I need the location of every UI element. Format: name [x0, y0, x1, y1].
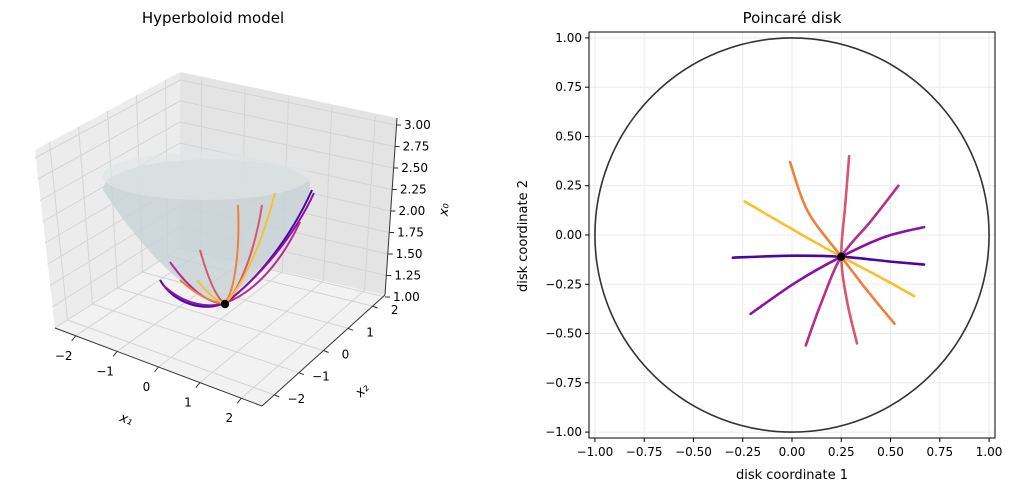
grid-line-x2 [117, 287, 324, 351]
x1-tick-label: 0 [143, 380, 151, 394]
x0-axis-line [384, 117, 398, 296]
x0-tick-label: 3.00 [404, 118, 431, 132]
hyperboloid-plot: Hyperboloid model −2−1012−2−10121.001.25… [34, 9, 453, 429]
x2-axis-label: x₂ [352, 381, 372, 401]
x2-tick-mark [298, 372, 305, 376]
x0-tick-label: 1.50 [396, 247, 423, 261]
x0-tick-label: 1.75 [397, 226, 424, 240]
poincare-ytick-label: 1.00 [555, 31, 582, 45]
x2-tick-label: 2 [391, 303, 399, 317]
poincare-boundary-circle [594, 37, 990, 433]
x2-tick-label: −1 [312, 370, 330, 384]
poincare-geodesic-2 [749, 225, 926, 316]
x0-axis-label: x₀ [436, 202, 452, 218]
x1-tick-mark [195, 382, 201, 388]
poincare-xtick-label: −0.75 [626, 445, 663, 459]
poincare-xtick-label: 1.00 [976, 445, 1003, 459]
poincare-ytick-label: 0.75 [555, 80, 582, 94]
x0-tick-label: 2.75 [403, 140, 430, 154]
poincare-base-point [837, 252, 846, 261]
pane-floor [55, 248, 385, 406]
poincare-xtick-label: 0.00 [779, 445, 806, 459]
poincare-grid [589, 32, 995, 438]
x2-tick-mark [372, 305, 378, 309]
poincare-ytick-label: 0.00 [555, 228, 582, 242]
x1-axis-label: x₁ [117, 410, 135, 429]
poincare-plot: Poincaré disk −1.00−1.00−0.75−0.75−0.50−… [516, 9, 1002, 483]
poincare-ytick-label: −0.50 [545, 327, 582, 341]
grid-line-vertical [364, 115, 376, 291]
poincare-xtick-label: 0.25 [828, 445, 855, 459]
x2-tick-label: −2 [287, 392, 305, 406]
x2-tick-mark [323, 350, 329, 353]
x2-tick-label: 1 [366, 325, 374, 339]
geodesic-3d-2 [162, 192, 315, 307]
x0-tick-label: 2.50 [401, 161, 428, 175]
x0-tick-label: 2.00 [399, 204, 426, 218]
poincare-ticks: −1.00 −1.00 −0.75 −0.75 −0.50 −0.50 −0.25 −0.25… [545, 31, 1002, 459]
grid-line-x2 [67, 319, 275, 396]
x1-tick-mark [154, 366, 159, 373]
x1-tick-mark [112, 351, 118, 357]
poincare-ytick-label: −1.00 [545, 425, 582, 439]
poincare-xtick-label: 0.50 [877, 445, 904, 459]
x0-tick-label: 2.25 [400, 183, 427, 197]
poincare-ylabel: disk coordinate 2 [516, 180, 531, 292]
poincare-xtick-label: −0.50 [675, 445, 712, 459]
poincare-ytick-label: −0.25 [545, 277, 582, 291]
poincare-geodesics [731, 154, 926, 347]
grid-line-x2 [142, 271, 349, 329]
poincare-xtick-label: −0.25 [724, 445, 761, 459]
poincare-ytick-label: 0.25 [555, 179, 582, 193]
x2-tick-mark [347, 327, 354, 331]
grid-3d [34, 79, 397, 399]
x1-tick-label: 1 [184, 396, 192, 410]
poincare-ytick-label: 0.50 [555, 129, 582, 143]
x1-tick-mark [236, 397, 242, 404]
x1-tick-label: −1 [96, 364, 114, 378]
x0-tick-label: 1.00 [393, 290, 420, 304]
pane-back-left [35, 72, 180, 328]
grid-line-x2 [92, 303, 300, 374]
x0-tick-label: 1.25 [394, 269, 421, 283]
x1-tick-label: −2 [55, 349, 73, 363]
poincare-xtick-label: −1.00 [577, 445, 614, 459]
poincare-xtick-label: 0.75 [926, 445, 953, 459]
hyperboloid-title: Hyperboloid model [142, 9, 284, 27]
poincare-ytick-label: −0.75 [545, 376, 582, 390]
x2-tick-label: 0 [342, 348, 350, 362]
hyperboloid-rim [102, 152, 310, 200]
x1-tick-mark [71, 335, 77, 342]
grid-line-vertical-left [49, 142, 68, 321]
x1-tick-label: 2 [225, 411, 233, 425]
geodesic-3d-6 [196, 192, 276, 305]
ticks-3d: −2−1012−2−10121.001.251.501.752.002.252.… [55, 118, 431, 425]
poincare-xlabel: disk coordinate 1 [736, 468, 848, 483]
grid-line-vertical-left [78, 126, 93, 305]
x2-tick-mark [274, 394, 280, 398]
grid-line-vertical [323, 106, 333, 281]
poincare-title: Poincaré disk [743, 9, 842, 27]
hyperboloid-base-point [220, 299, 230, 309]
